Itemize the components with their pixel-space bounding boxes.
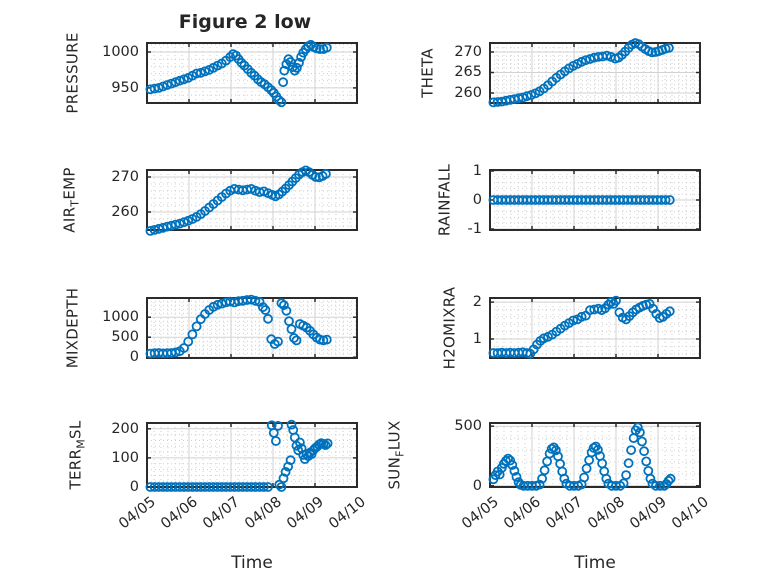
plot-area-air_temp xyxy=(145,165,358,236)
plot-svg xyxy=(488,295,701,359)
plot-area-rainfall xyxy=(488,169,701,231)
y-tick-label: 100 xyxy=(111,449,139,466)
scatter-series xyxy=(145,419,333,492)
plot-area-sun_flux xyxy=(488,422,701,491)
y-tick-label: 0 xyxy=(472,477,482,494)
y-tick-label: 260 xyxy=(454,84,482,101)
plot-svg xyxy=(145,419,358,492)
plot-svg xyxy=(488,38,701,108)
y-tick-label: 1 xyxy=(472,331,482,347)
y-tick-label: 0 xyxy=(129,479,139,495)
y-tick-label: 1 xyxy=(472,163,482,179)
x-axis-label-right: Time xyxy=(574,553,616,573)
plot-svg xyxy=(488,169,701,231)
y-tick-label: -1 xyxy=(467,220,482,237)
plot-area-theta xyxy=(488,38,701,108)
plot-svg xyxy=(145,294,358,359)
y-tick-label: 200 xyxy=(111,420,139,437)
y-tick-label: 270 xyxy=(111,169,139,185)
scatter-series xyxy=(488,38,674,108)
y-tick-label: 0 xyxy=(472,192,482,208)
y-tick-label: 270 xyxy=(454,44,482,60)
scatter-series xyxy=(488,295,675,359)
plot-area-h2omixra xyxy=(488,295,701,359)
y-tick-label: 260 xyxy=(111,204,139,220)
scatter-series xyxy=(145,165,331,236)
scatter-series xyxy=(145,294,332,359)
y-tick-label: 950 xyxy=(111,79,139,96)
plot-area-terr_msl xyxy=(145,419,358,492)
plot-area-pressure xyxy=(145,39,358,108)
scatter-series xyxy=(488,422,676,491)
y-tick-label: 265 xyxy=(454,64,482,81)
figure-title: Figure 2 low xyxy=(178,11,312,33)
plot-svg xyxy=(145,165,358,236)
plot-svg xyxy=(145,39,358,108)
y-tick-label: 2 xyxy=(472,294,482,311)
scatter-series xyxy=(488,195,675,205)
y-tick-label: 500 xyxy=(454,418,482,435)
plot-area-mixdepth xyxy=(145,294,358,359)
x-axis-label-left: Time xyxy=(231,553,273,573)
y-tick-label: 0 xyxy=(129,349,139,366)
y-tick-label: 1000 xyxy=(102,43,139,60)
y-tick-label: 500 xyxy=(111,329,139,346)
y-tick-label: 1000 xyxy=(102,309,139,326)
scatter-series xyxy=(145,39,332,108)
plot-svg xyxy=(488,422,701,491)
y-axis-label-sun-flux: SUNFLUX xyxy=(385,420,407,490)
